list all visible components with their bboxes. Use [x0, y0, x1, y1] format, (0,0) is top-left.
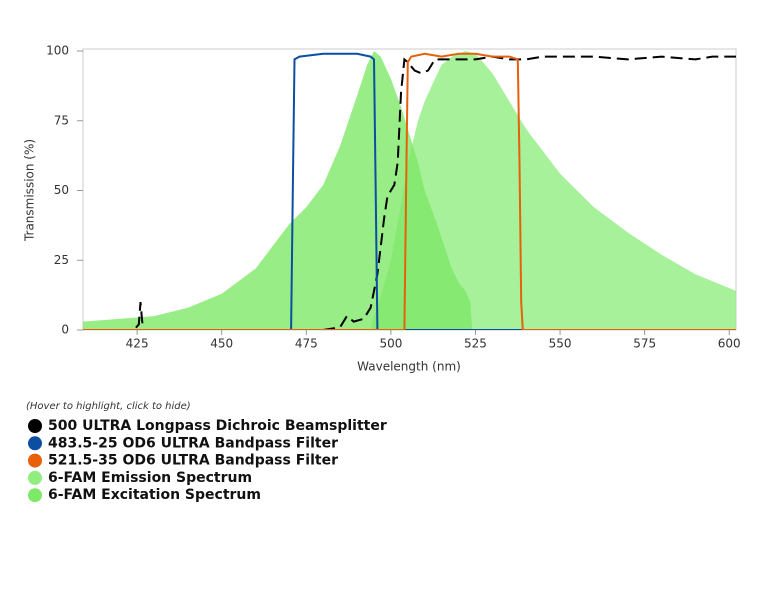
legend-note: (Hover to highlight, click to hide): [26, 401, 191, 412]
legend-marker[interactable]: [28, 453, 42, 468]
x-tick-label: 500: [379, 337, 402, 351]
legend-marker[interactable]: [28, 419, 42, 433]
spectrum-area: [370, 51, 736, 330]
legend-label[interactable]: 483.5-25 OD6 ULTRA Bandpass Filter: [48, 435, 338, 451]
x-tick-label: 450: [210, 337, 233, 351]
x-tick-label: 525: [464, 337, 487, 351]
y-tick-label: 75: [54, 113, 69, 127]
legend-marker[interactable]: [28, 470, 42, 485]
filter-line: [83, 55, 736, 330]
legend-label[interactable]: 521.5-35 OD6 ULTRA Bandpass Filter: [48, 453, 338, 469]
x-tick-label: 425: [126, 337, 149, 351]
y-axis-title: Transmission (%): [23, 139, 37, 242]
x-tick-label: 575: [633, 337, 656, 351]
filter-line: [83, 52, 736, 330]
y-tick-label: 25: [54, 253, 69, 267]
spectrum-area: [83, 51, 473, 330]
legend-marker[interactable]: [28, 488, 42, 503]
x-tick-label: 550: [549, 337, 572, 351]
legend-label[interactable]: 500 ULTRA Longpass Dichroic Beamsplitter: [48, 418, 387, 434]
x-tick-label: 600: [718, 337, 741, 351]
filter-line: [83, 52, 736, 330]
x-tick-label: 475: [295, 337, 318, 351]
legend-label[interactable]: 6-FAM Excitation Spectrum: [48, 487, 261, 503]
y-tick-label: 0: [61, 323, 69, 337]
legend-marker[interactable]: [28, 436, 42, 451]
legend-label[interactable]: 6-FAM Emission Spectrum: [48, 470, 252, 486]
y-tick-label: 100: [46, 44, 69, 58]
y-tick-label: 50: [54, 183, 69, 197]
x-axis-title: Wavelength (nm): [357, 360, 461, 374]
